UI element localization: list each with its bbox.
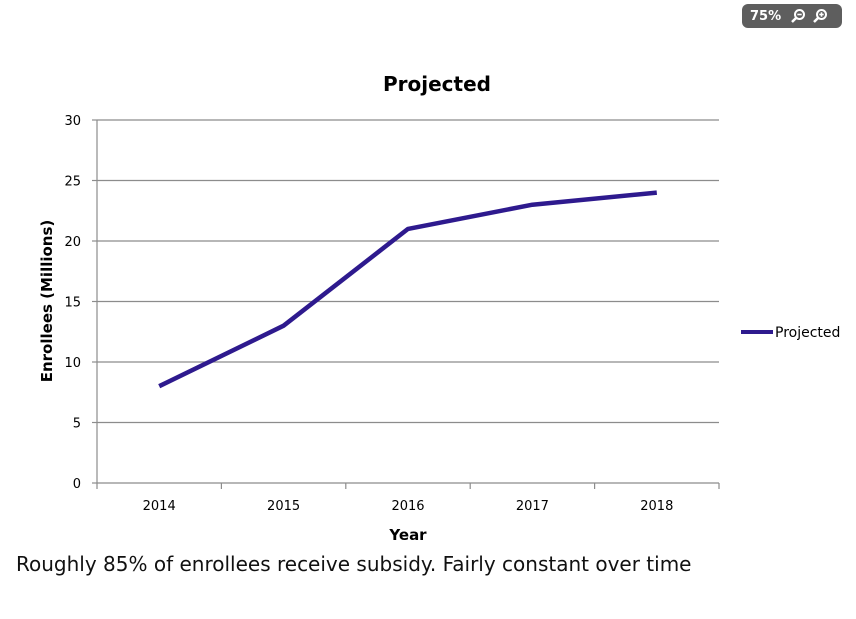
y-tick-label: 20 — [64, 235, 81, 250]
y-tick-label: 30 — [64, 114, 81, 129]
zoom-level: 75% — [750, 8, 782, 24]
series-line-projected — [158, 190, 658, 389]
legend-label: Projected — [775, 325, 840, 341]
x-axis-label: Year — [388, 526, 427, 544]
caption: Roughly 85% of enrollees receive subsidy… — [16, 552, 692, 576]
x-tick-label: 2015 — [267, 499, 300, 514]
y-axis-label: Enrollees (Millions) — [38, 220, 56, 383]
zoom-toolbar: 75% — [742, 4, 842, 28]
x-tick-label: 2016 — [391, 499, 424, 514]
chart-title: Projected — [383, 72, 491, 96]
x-tick-label: 2018 — [640, 499, 673, 514]
y-tick-label: 5 — [73, 417, 81, 432]
y-tick-label: 25 — [64, 175, 81, 190]
legend: Projected — [741, 325, 840, 341]
zoom-in-icon[interactable] — [809, 6, 831, 26]
x-tick-label: 2014 — [143, 499, 176, 514]
y-tick-label: 15 — [64, 296, 81, 311]
y-tick-label: 0 — [73, 477, 81, 492]
y-tick-label: 10 — [64, 356, 81, 371]
x-tick-label: 2017 — [516, 499, 549, 514]
zoom-out-icon[interactable] — [787, 6, 809, 26]
line-chart: 0 5 10 15 20 25 30 2014 2015 2016 2017 2018 Project… — [38, 72, 840, 544]
